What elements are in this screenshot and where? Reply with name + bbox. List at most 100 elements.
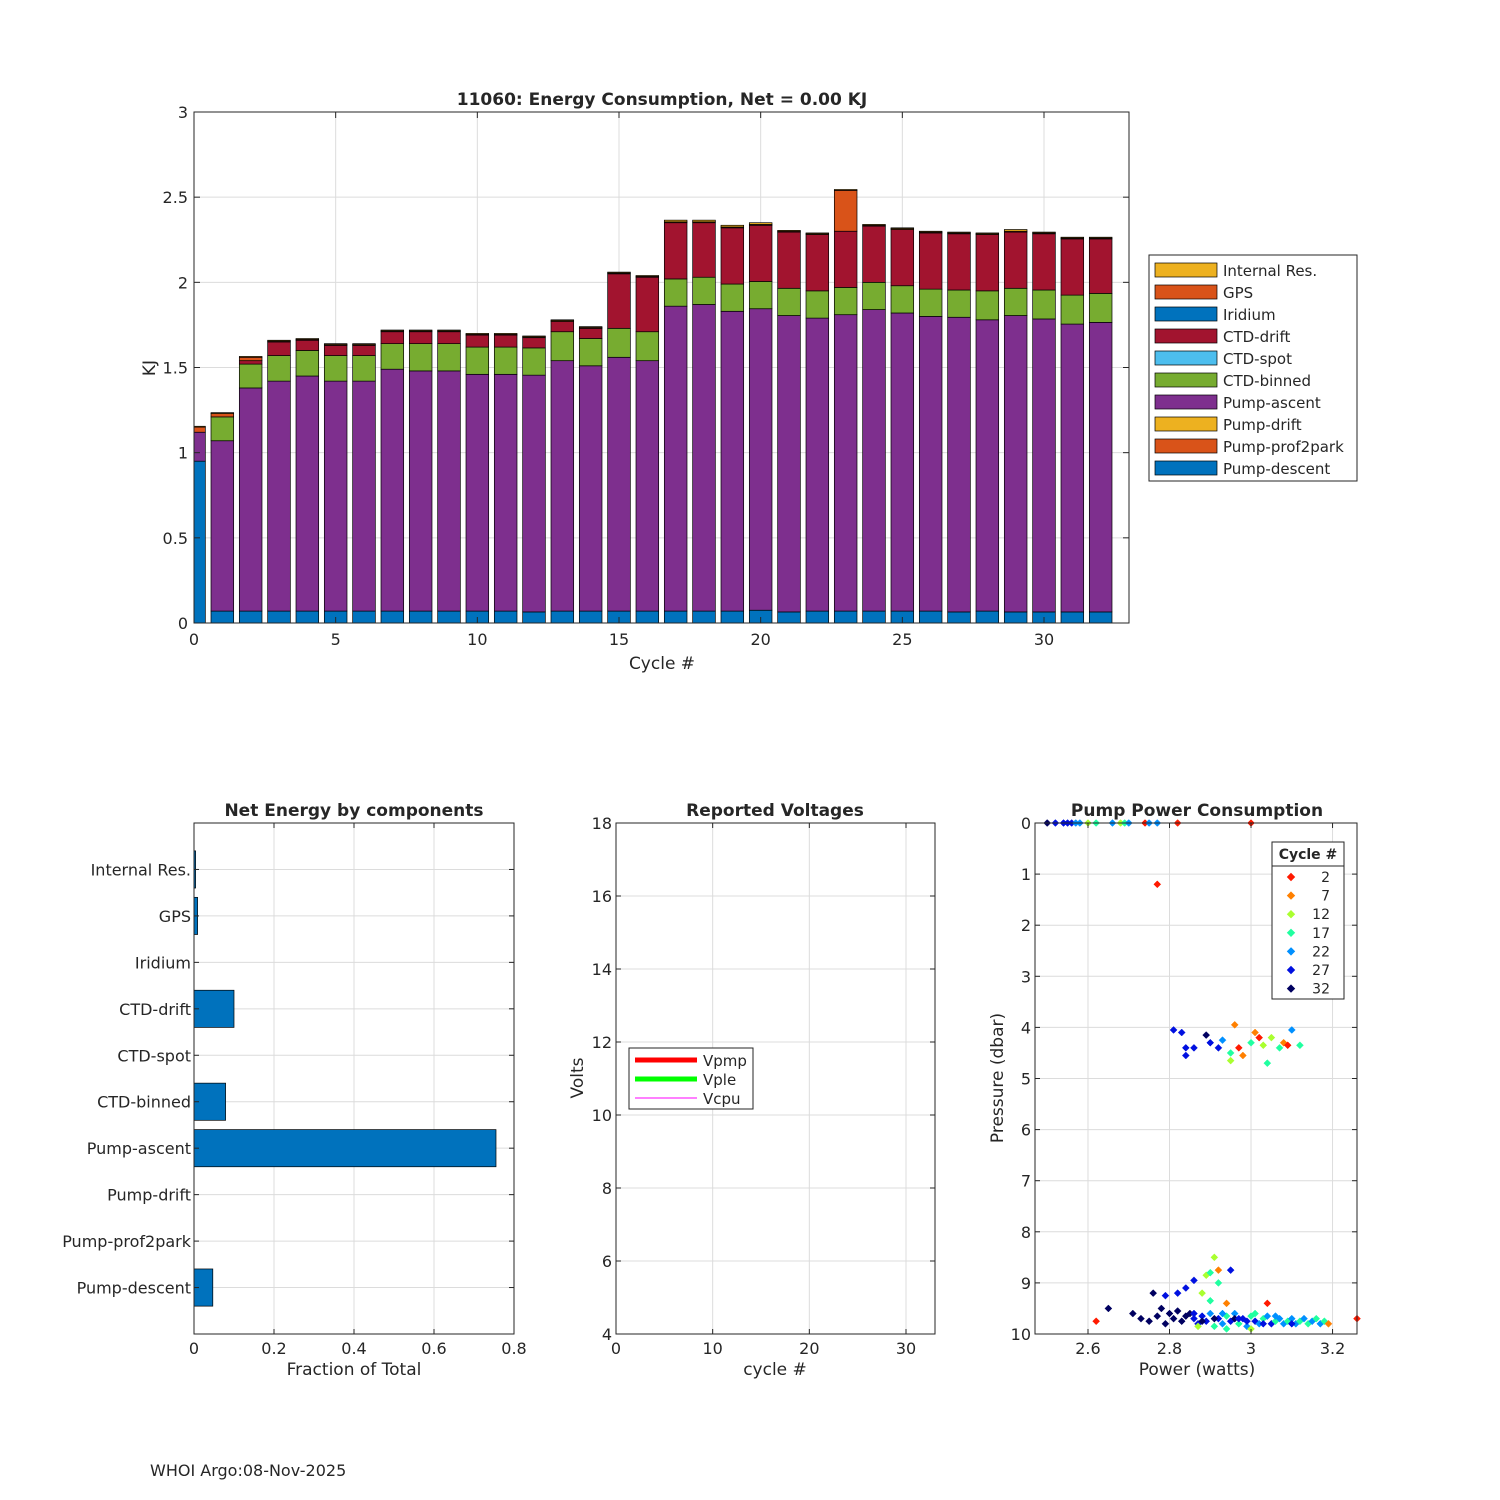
scatter-point <box>1161 1291 1170 1300</box>
scatter-point <box>1226 1056 1235 1065</box>
bar-segment <box>522 347 546 376</box>
bar-segment <box>550 331 575 362</box>
legend-swatch <box>1154 394 1218 410</box>
x-tick-label: 0.6 <box>421 1339 446 1358</box>
bar-segment <box>1088 236 1113 239</box>
x-tick-label: 0 <box>189 1339 199 1358</box>
category-label: CTD-spot <box>117 1046 191 1065</box>
bar-segment <box>805 234 830 292</box>
scatter-point <box>1198 1289 1206 1297</box>
y-tick-label: 3 <box>1021 967 1031 986</box>
bar-segment <box>777 611 801 624</box>
bar-segment <box>193 425 206 428</box>
scatter-point <box>1198 1317 1206 1326</box>
bar-segment <box>720 227 745 285</box>
y-axis-label: Pressure (dbar) <box>988 1013 1008 1143</box>
scatter-point <box>1218 1309 1227 1318</box>
bar-segment <box>862 281 886 310</box>
scatter-point <box>1202 1031 1211 1039</box>
scatter-point <box>1287 1319 1296 1328</box>
bar-segment <box>323 355 348 382</box>
scatter-point <box>1181 1043 1190 1052</box>
bar-segment <box>663 305 688 612</box>
bar-segment <box>862 309 886 612</box>
x-tick-label: 0.2 <box>261 1339 286 1358</box>
bar-segment <box>408 610 433 624</box>
bar-segment <box>777 287 801 316</box>
bar-segment <box>238 356 263 358</box>
legend-marker <box>1286 984 1296 993</box>
scatter-point <box>1214 1279 1223 1287</box>
bar-segment <box>210 412 235 414</box>
bar-segment <box>578 610 603 624</box>
category-label: Pump-prof2park <box>62 1232 192 1251</box>
x-tick-label: 20 <box>750 630 770 649</box>
y-tick-label: 0 <box>178 614 188 633</box>
bar-segment <box>578 326 603 328</box>
scatter-point <box>1190 1314 1198 1323</box>
bar-segment <box>493 373 518 612</box>
bar-segment <box>692 304 716 612</box>
legend-label: Vple <box>703 1071 736 1089</box>
bar-segment <box>578 338 603 367</box>
scatter-point <box>1190 1309 1198 1318</box>
bar-segment <box>692 222 716 278</box>
bar-segment <box>295 339 320 351</box>
bar-segment <box>493 334 518 348</box>
bar-segment <box>748 224 773 282</box>
scatter-point <box>1128 1309 1137 1318</box>
bar-segment <box>975 232 1000 235</box>
category-label: GPS <box>159 907 191 926</box>
legend-label: 2 <box>1321 870 1330 886</box>
bar-segment <box>720 310 745 612</box>
y-tick-label: 4 <box>1021 1018 1031 1037</box>
category-label: CTD-binned <box>97 1093 191 1112</box>
y-tick-label: 16 <box>592 887 612 906</box>
y-tick-label: 6 <box>602 1252 612 1271</box>
y-tick-label: 6 <box>1021 1121 1031 1140</box>
bar-segment <box>805 317 830 612</box>
bar-segment <box>663 222 688 280</box>
bar-segment <box>607 356 631 612</box>
x-tick-label: 3.2 <box>1320 1339 1345 1358</box>
net-energy-chart: 0 0.2 0.4 0.6 0.8 Internal Res. GPS Iridium CTD-… <box>62 801 527 1380</box>
legend-label: Pump-ascent <box>1223 394 1321 412</box>
bar-segment <box>238 610 263 624</box>
bar-segment <box>493 333 518 335</box>
scatter-point <box>1259 1319 1268 1328</box>
y-tick-label: 0 <box>1021 814 1031 833</box>
bar-segment <box>550 319 575 322</box>
scatter-point <box>1137 1314 1145 1323</box>
chart-title: Reported Voltages <box>686 801 864 821</box>
legend-swatch <box>1154 328 1218 344</box>
legend-label: Pump-drift <box>1223 416 1302 434</box>
bar-segment <box>267 355 291 382</box>
scatter-point <box>1239 1051 1247 1060</box>
x-tick-label: 10 <box>702 1339 722 1358</box>
bar-segment <box>295 350 320 377</box>
bar-segment <box>1088 238 1113 294</box>
bar-segment <box>323 343 348 345</box>
legend-label: Pump-prof2park <box>1223 438 1344 456</box>
legend-label: CTD-spot <box>1223 350 1292 368</box>
chart-title: Pump Power Consumption <box>1071 801 1323 821</box>
bar-segment <box>777 315 801 613</box>
scatter-point <box>1234 1314 1243 1323</box>
scatter-point <box>1251 1309 1259 1318</box>
legend-marker <box>1286 947 1296 956</box>
bar-segment <box>890 285 915 314</box>
bar-segment <box>295 610 320 624</box>
legend-marker <box>1286 928 1296 938</box>
bar-segment <box>1088 293 1113 323</box>
bar-segment <box>323 345 348 356</box>
legend-swatch <box>1154 416 1218 432</box>
legend-label: 22 <box>1312 944 1330 960</box>
legend-swatch <box>1154 460 1218 476</box>
bar-segment <box>833 287 858 316</box>
x-tick-label: 10 <box>467 630 487 649</box>
bar-segment <box>352 380 376 612</box>
bar-segment <box>238 363 263 389</box>
axes-frame <box>615 822 936 1335</box>
bar-segment <box>267 341 291 356</box>
